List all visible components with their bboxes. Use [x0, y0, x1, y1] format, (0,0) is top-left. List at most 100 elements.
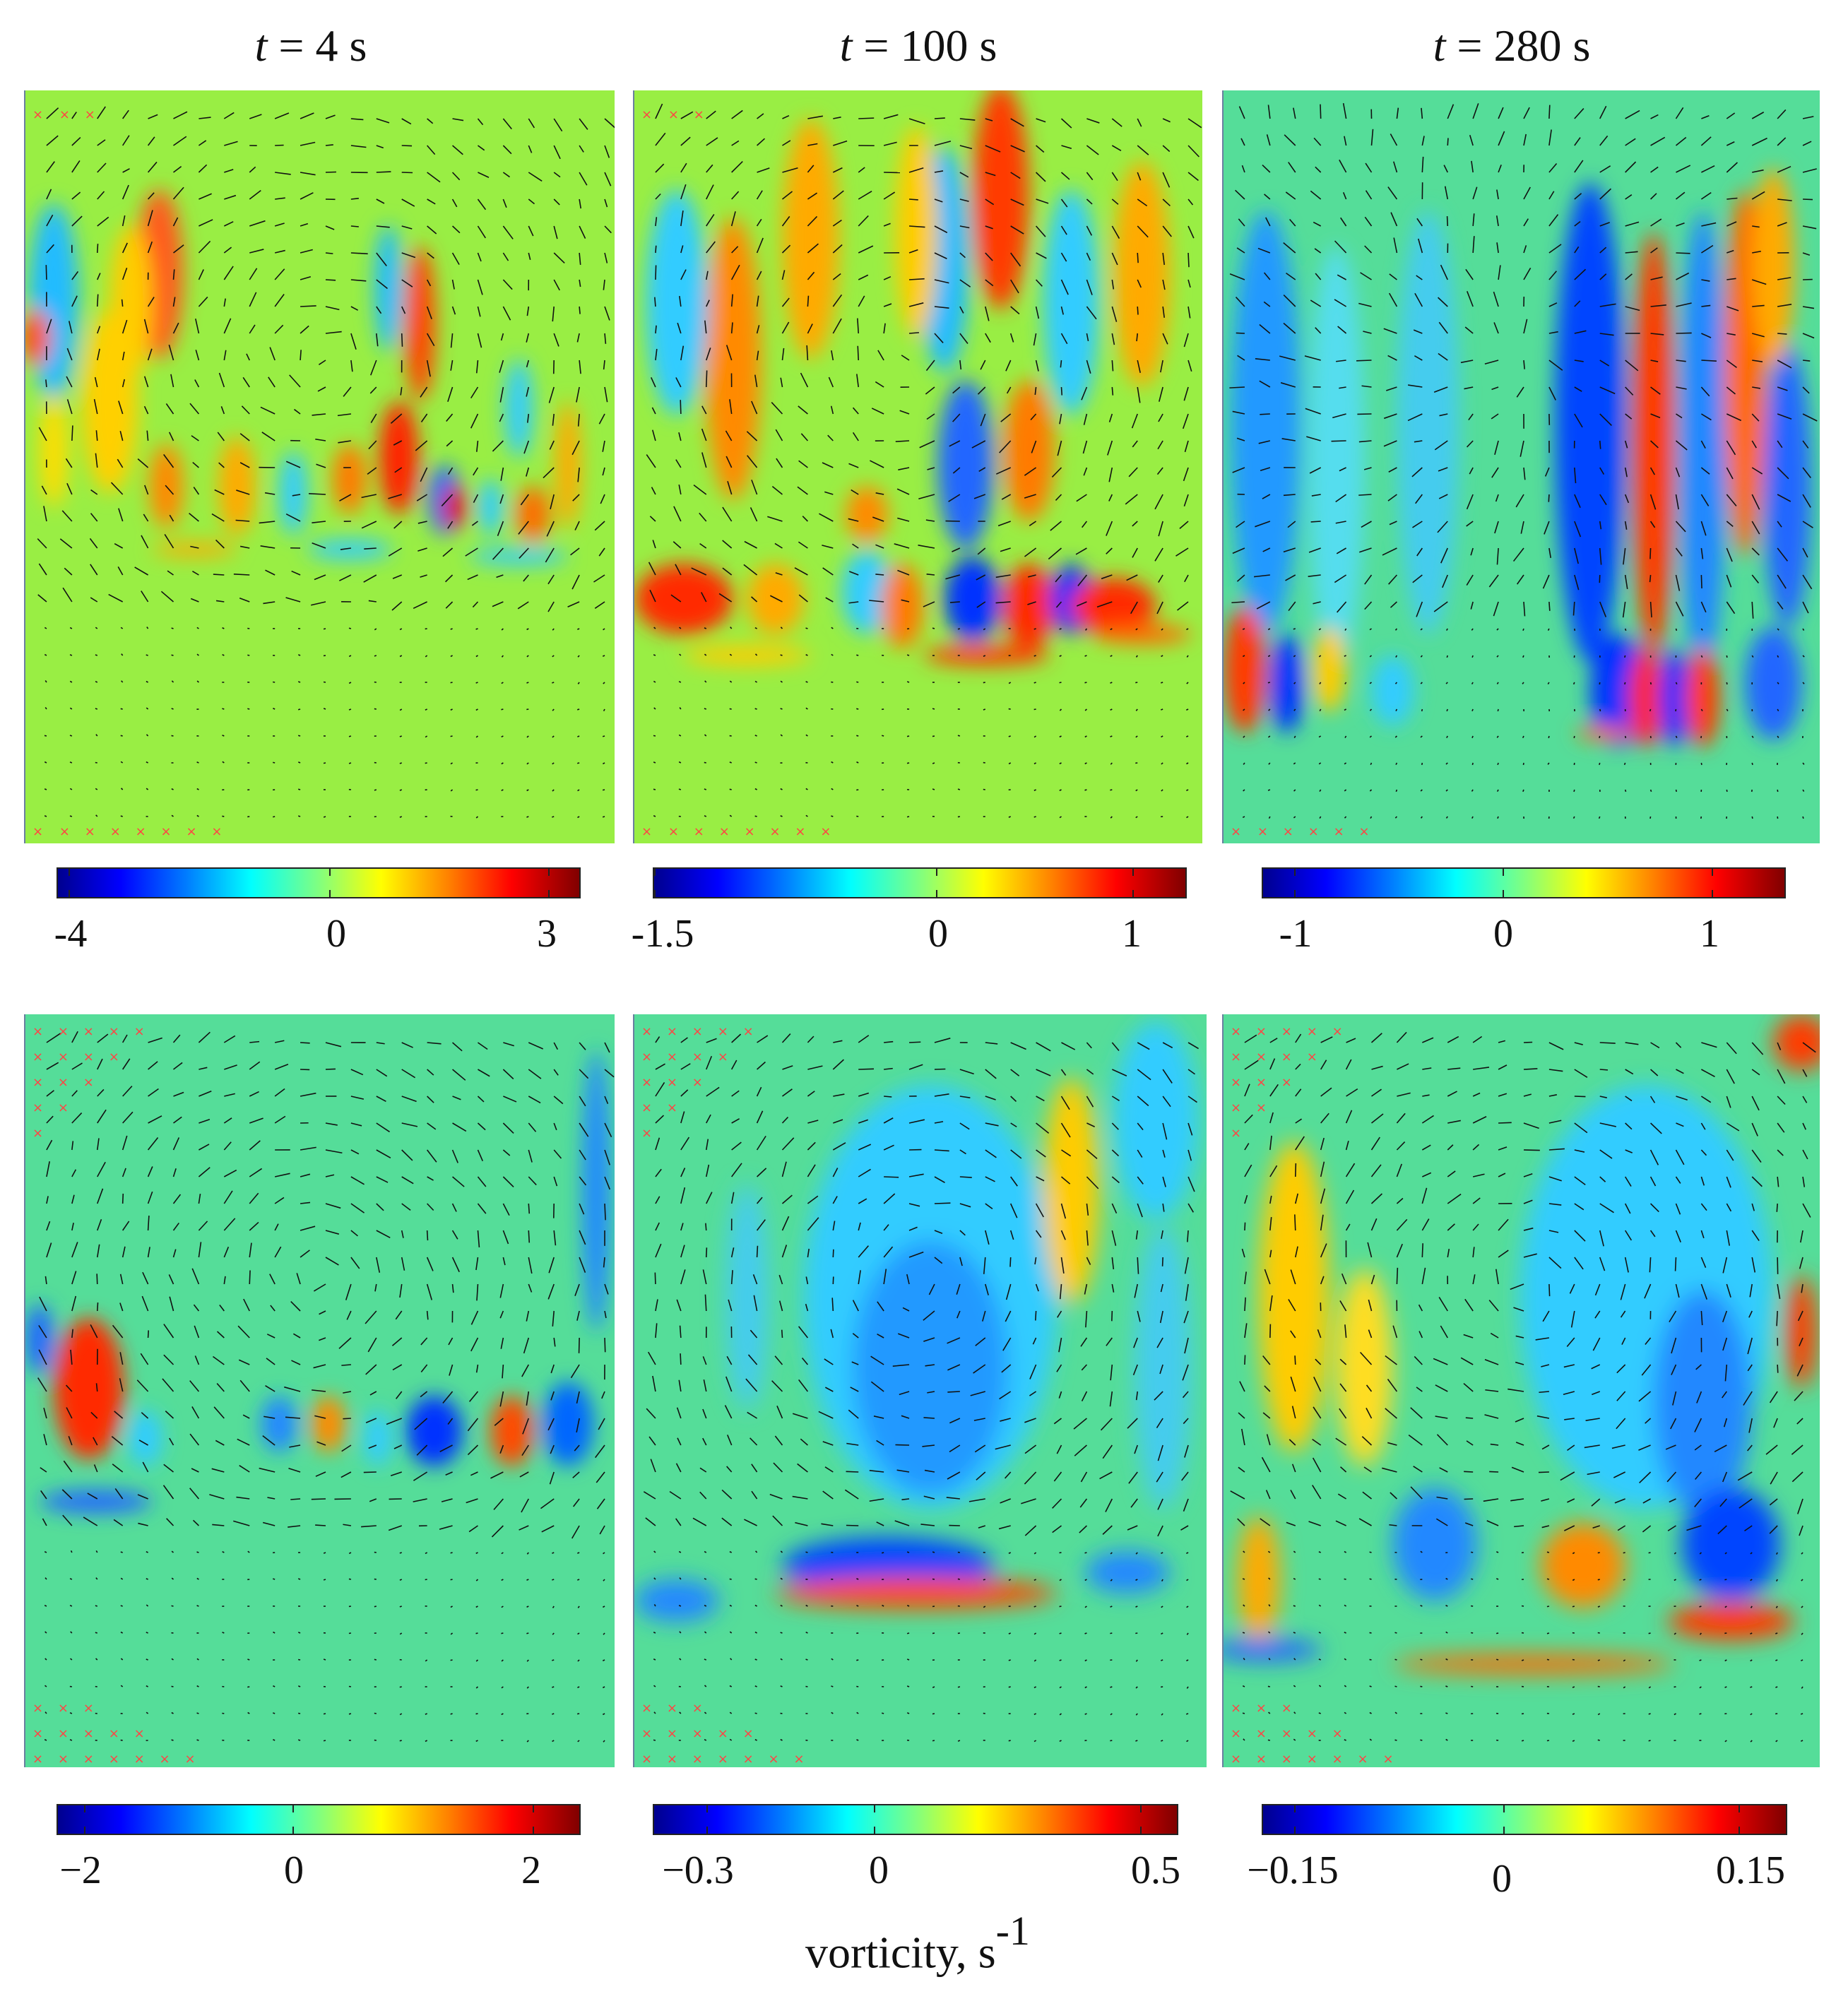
- velocity-vector: [678, 432, 682, 441]
- velocity-vector: [547, 1418, 555, 1431]
- velocity-vector: [1701, 360, 1717, 362]
- velocity-vector: [653, 1711, 656, 1714]
- grid-marker: ×: [134, 1726, 145, 1741]
- velocity-vector: [1496, 189, 1499, 200]
- velocity-vector: [751, 1464, 758, 1473]
- velocity-vector: [1162, 252, 1165, 266]
- velocity-vector: [114, 1488, 124, 1500]
- velocity-vector: [1268, 1658, 1271, 1661]
- velocity-vector: [1700, 1096, 1712, 1103]
- velocity-vector: [1726, 221, 1737, 227]
- velocity-vector: [1493, 322, 1499, 334]
- velocity-vector: [368, 1444, 377, 1449]
- velocity-vector: [1574, 220, 1581, 227]
- velocity-vector: [1724, 1579, 1727, 1581]
- velocity-vector: [1162, 1149, 1166, 1158]
- velocity-vector: [147, 297, 155, 307]
- velocity-vector: [1751, 112, 1765, 119]
- velocity-vector: [1137, 172, 1142, 181]
- velocity-vector: [1366, 1408, 1373, 1419]
- velocity-vector: [577, 1579, 580, 1581]
- velocity-vector: [1024, 494, 1036, 499]
- velocity-vector: [679, 1577, 682, 1580]
- velocity-vector: [750, 507, 758, 522]
- velocity-vector: [122, 379, 125, 388]
- velocity-vector: [901, 1415, 910, 1419]
- velocity-vector: [1616, 1418, 1626, 1430]
- velocity-vector: [1541, 1444, 1550, 1450]
- velocity-vector: [1369, 682, 1372, 684]
- velocity-vector: [721, 1489, 733, 1500]
- velocity-vector: [1726, 1176, 1731, 1188]
- velocity-vector: [798, 541, 808, 549]
- grid-marker: ×: [718, 1726, 728, 1741]
- velocity-vector: [1616, 1391, 1626, 1401]
- velocity-vector: [350, 225, 359, 227]
- velocity-vector: [553, 252, 565, 264]
- velocity-vector: [1510, 1498, 1524, 1502]
- velocity-vector: [730, 264, 740, 280]
- velocity-vector: [1597, 1606, 1601, 1608]
- velocity-vector: [908, 1203, 920, 1207]
- velocity-vector: [1777, 789, 1779, 793]
- velocity-vector: [1418, 1331, 1423, 1339]
- cbar-r1c2-label-max: 1: [1122, 912, 1142, 956]
- velocity-vector: [1802, 252, 1811, 256]
- velocity-vector: [680, 210, 684, 227]
- velocity-vector: [807, 1248, 810, 1258]
- velocity-vector: [475, 816, 478, 819]
- velocity-vector: [1111, 145, 1122, 152]
- velocity-vector: [1484, 1359, 1499, 1365]
- velocity-vector: [1156, 467, 1163, 475]
- velocity-vector: [44, 735, 47, 737]
- velocity-vector: [122, 1034, 128, 1043]
- grid-marker: ×: [134, 1752, 145, 1767]
- grid-marker: ×: [83, 1726, 94, 1741]
- velocity-vector: [1650, 1122, 1662, 1134]
- colorbar-r1c3: [1262, 867, 1786, 898]
- velocity-vector: [450, 1632, 454, 1635]
- velocity-vector: [1317, 1329, 1322, 1339]
- velocity-vector: [275, 172, 291, 175]
- velocity-vector: [1010, 225, 1024, 235]
- velocity-vector: [1243, 708, 1245, 711]
- velocity-vector: [1084, 1283, 1088, 1295]
- velocity-vector: [751, 596, 758, 603]
- velocity-vector: [146, 627, 149, 629]
- velocity-vector: [1574, 1230, 1586, 1242]
- velocity-vector: [260, 545, 276, 549]
- velocity-vector: [1750, 1713, 1753, 1716]
- velocity-vector: [1599, 440, 1601, 449]
- velocity-vector: [1751, 1257, 1756, 1273]
- velocity-vector: [577, 789, 580, 792]
- velocity-vector: [883, 191, 896, 200]
- velocity-vector: [781, 270, 786, 280]
- velocity-vector: [1367, 1242, 1373, 1258]
- velocity-vector: [45, 379, 47, 388]
- colorbar-r1c3-tick-t-1: [1503, 867, 1505, 876]
- velocity-vector: [1700, 655, 1703, 658]
- velocity-vector: [1802, 413, 1818, 422]
- velocity-vector: [773, 1462, 783, 1473]
- velocity-vector: [1396, 1197, 1404, 1204]
- velocity-vector: [1599, 413, 1612, 426]
- velocity-vector: [1594, 1310, 1601, 1319]
- velocity-vector: [877, 350, 884, 361]
- velocity-vector: [1187, 1122, 1193, 1136]
- velocity-vector: [1243, 735, 1245, 738]
- velocity-vector: [1438, 321, 1448, 334]
- velocity-vector: [1443, 165, 1448, 173]
- velocity-vector: [111, 1435, 124, 1446]
- velocity-vector: [1625, 306, 1640, 311]
- velocity-vector: [706, 137, 718, 146]
- velocity-vector: [1083, 413, 1088, 425]
- velocity-vector: [1625, 386, 1634, 396]
- velocity-vector: [971, 440, 986, 449]
- velocity-vector: [552, 1606, 555, 1608]
- grid-marker: ×: [1257, 824, 1268, 839]
- velocity-vector: [503, 1096, 517, 1103]
- velocity-vector: [673, 541, 682, 549]
- velocity-vector: [807, 1065, 823, 1070]
- velocity-vector: [821, 1523, 834, 1526]
- velocity-vector: [1289, 1439, 1296, 1446]
